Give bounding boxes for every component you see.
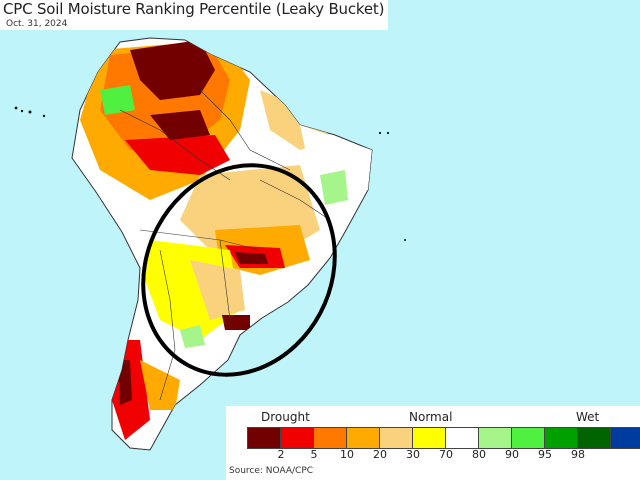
country-borders xyxy=(119,89,331,401)
legend-swatch xyxy=(248,428,281,448)
source-text: Source: NOAA/CPC xyxy=(229,466,314,476)
title-box: CPC Soil Moisture Ranking Percentile (Le… xyxy=(0,0,388,30)
legend-swatch xyxy=(578,428,611,448)
legend-tick-label: 90 xyxy=(505,448,519,461)
legend-color-scale xyxy=(247,427,640,449)
extreme-drought-south-brazil xyxy=(235,252,268,264)
legend: Drought Normal Wet 2 5 10 20 30 70 80 90 95 98 xyxy=(226,406,640,464)
legend-swatch xyxy=(446,428,479,448)
legend-swatch xyxy=(611,428,640,448)
legend-drought-label: Drought xyxy=(261,410,310,424)
legend-swatch xyxy=(512,428,545,448)
map-date: Oct. 31, 2024 xyxy=(6,19,68,29)
highlight-ellipse xyxy=(141,163,337,377)
legend-normal-label: Normal xyxy=(409,410,453,424)
severe-drought-amazon xyxy=(125,135,230,175)
drought-patagonia xyxy=(140,360,180,410)
legend-swatch xyxy=(347,428,380,448)
legend-wet-label: Wet xyxy=(576,410,600,424)
legend-tick-label: 10 xyxy=(340,448,354,461)
legend-tick-label: 2 xyxy=(277,448,285,461)
legend-swatch xyxy=(545,428,578,448)
legend-swatch xyxy=(413,428,446,448)
severe-drought-venezuela xyxy=(130,40,215,100)
map-title: CPC Soil Moisture Ranking Percentile (Le… xyxy=(3,0,385,18)
wet-argentina xyxy=(180,325,205,348)
legend-tick-label: 30 xyxy=(406,448,420,461)
legend-swatch xyxy=(314,428,347,448)
extreme-drought-amazon xyxy=(150,110,210,140)
legend-tick-label: 70 xyxy=(439,448,453,461)
wet-colombia xyxy=(100,85,135,115)
legend-tick-label: 98 xyxy=(571,448,585,461)
legend-swatch xyxy=(380,428,413,448)
wet-east-brazil xyxy=(320,170,348,205)
source-box: Source: NOAA/CPC xyxy=(226,464,640,480)
legend-tick-label: 80 xyxy=(472,448,486,461)
legend-tick-label: 20 xyxy=(373,448,387,461)
legend-tick-label: 5 xyxy=(310,448,318,461)
drought-pampas xyxy=(190,260,245,320)
legend-tick-label: 95 xyxy=(538,448,552,461)
legend-swatch xyxy=(281,428,314,448)
islands xyxy=(14,106,406,241)
normal-ne-brazil xyxy=(300,125,372,200)
legend-swatch xyxy=(479,428,512,448)
extreme-drought-uruguay xyxy=(222,315,250,330)
south-america-land xyxy=(71,37,373,451)
